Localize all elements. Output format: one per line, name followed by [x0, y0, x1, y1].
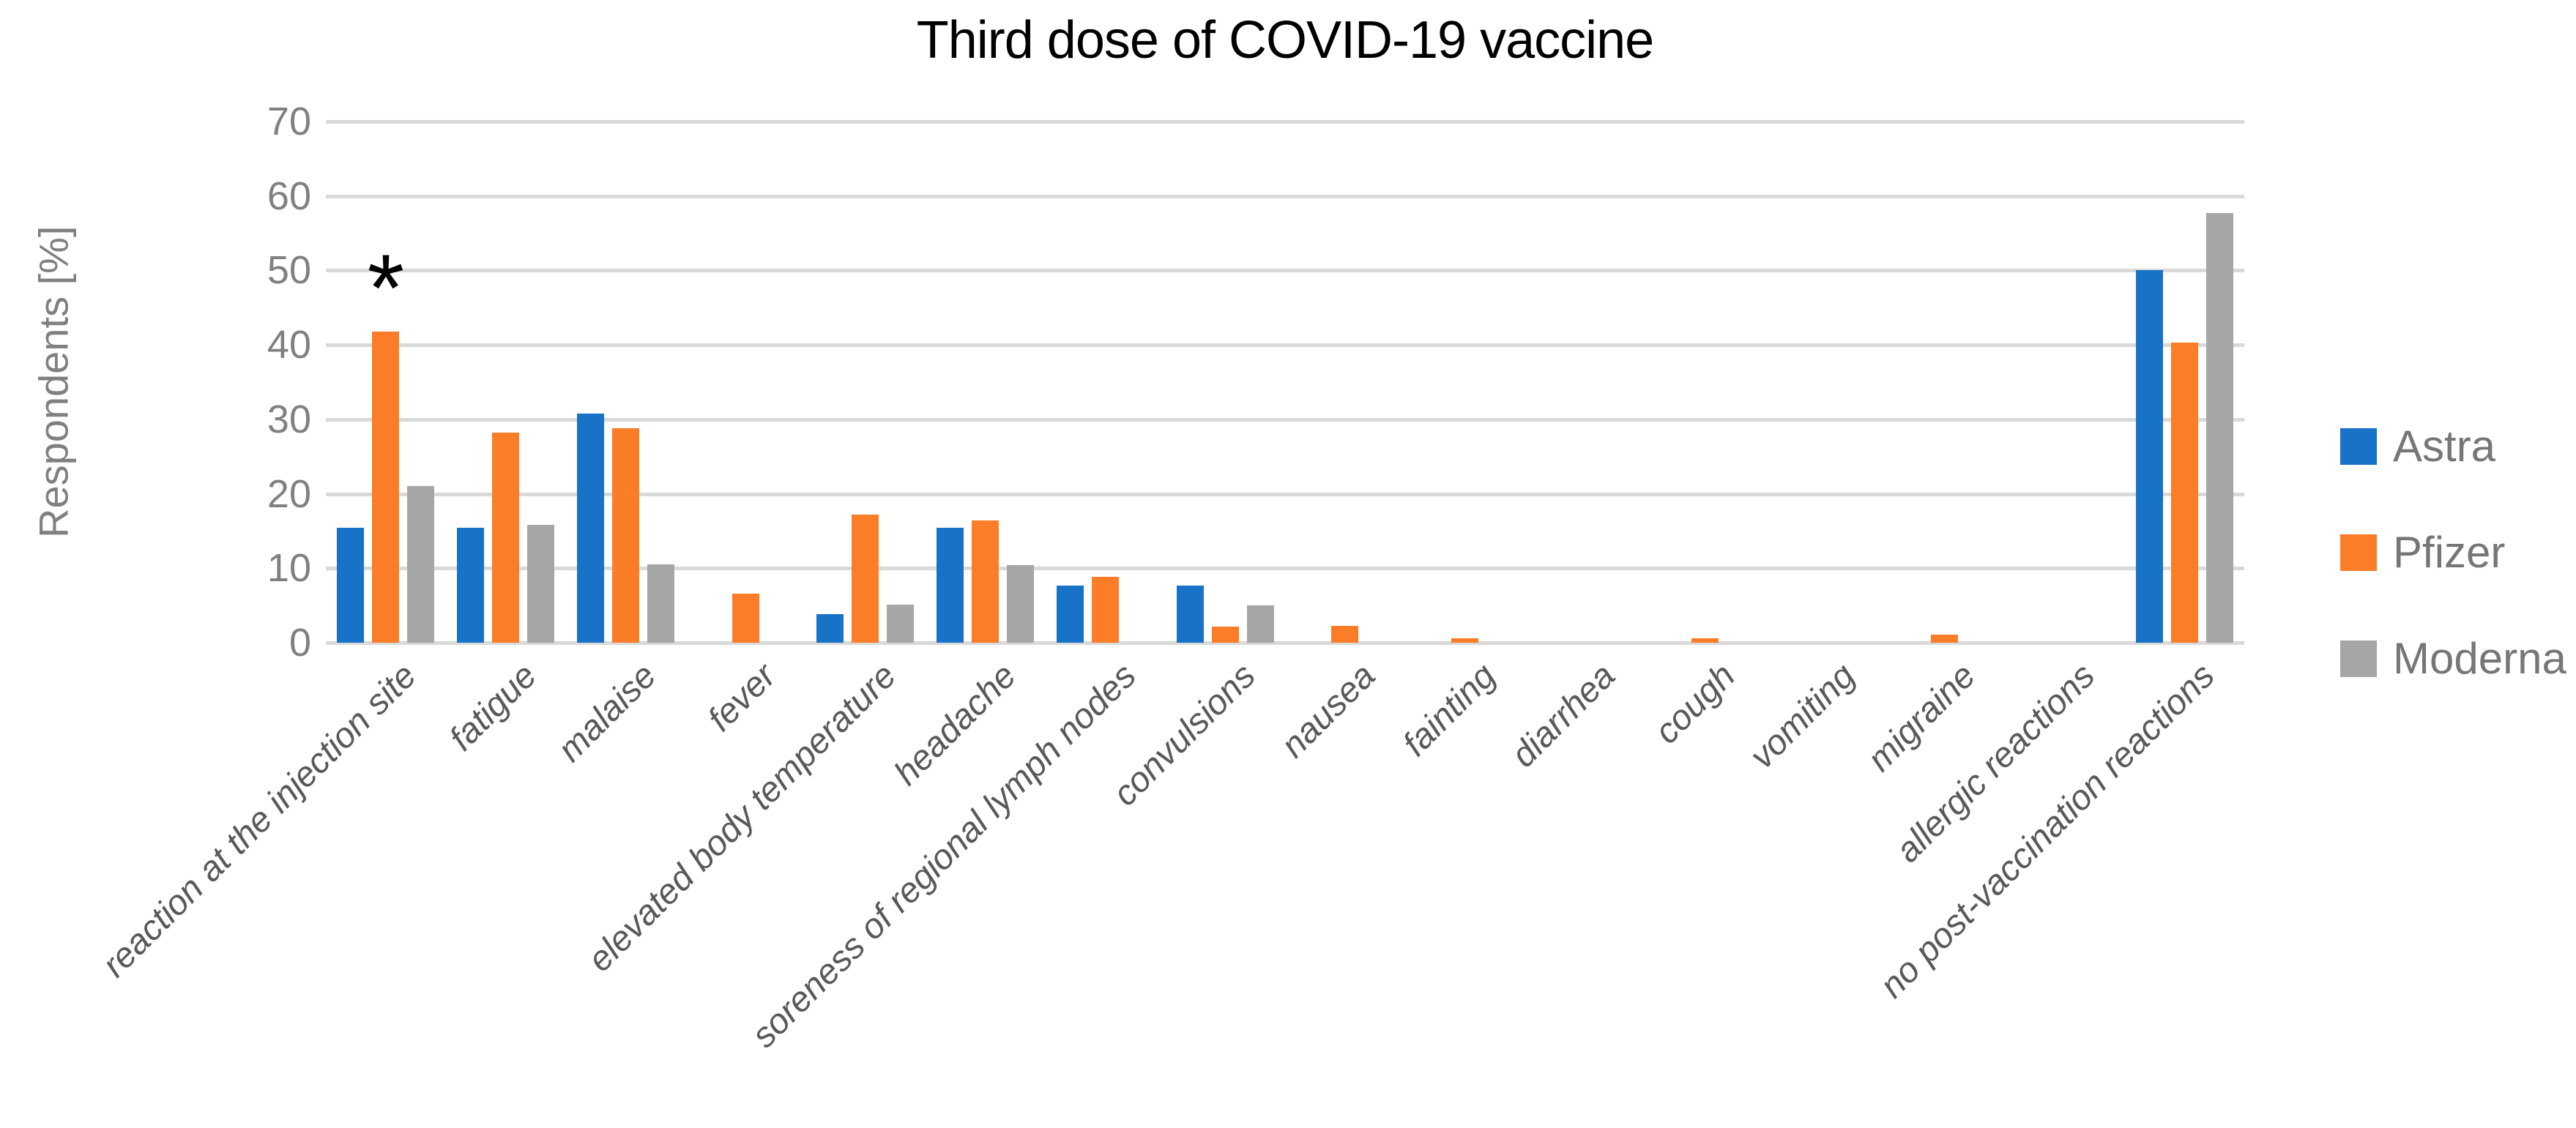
bar-astra-6: [937, 528, 964, 643]
bar-astra-1: [337, 528, 364, 643]
bar-pfizer-7: [1092, 577, 1119, 643]
bar-pfizer-5: [852, 515, 879, 643]
bar-moderna-5: [887, 605, 914, 643]
bar-pfizer-1: [372, 332, 399, 643]
bar-moderna-16: [2206, 213, 2233, 643]
gridline-y-40: [326, 343, 2244, 348]
bar-astra-8: [1177, 586, 1204, 643]
gridline-y-20: [326, 492, 2244, 496]
y-tick-label-70: 70: [267, 100, 311, 143]
bar-pfizer-16: [2171, 343, 2198, 643]
bar-moderna-2: [527, 525, 554, 643]
gridline-y-50: [326, 269, 2244, 273]
bar-astra-7: [1057, 586, 1084, 643]
bar-pfizer-8: [1212, 627, 1239, 643]
x-category-label-11: diarrhea: [1504, 656, 1623, 775]
bar-moderna-6: [1007, 565, 1034, 643]
legend-label-astra: Astra: [2393, 422, 2496, 471]
bar-pfizer-9: [1331, 626, 1358, 643]
gridline-y-10: [326, 567, 2244, 571]
bar-astra-16: [2136, 270, 2163, 643]
x-category-label-9: nausea: [1274, 656, 1383, 766]
y-tick-label-30: 30: [267, 397, 311, 441]
bar-pfizer-14: [1931, 635, 1958, 643]
significance-asterisk: *: [367, 234, 405, 341]
x-category-label-12: cough: [1648, 656, 1743, 752]
y-tick-label-40: 40: [267, 323, 311, 367]
bar-pfizer-2: [492, 433, 519, 643]
y-tick-label-0: 0: [289, 621, 311, 665]
bar-astra-3: [577, 414, 604, 643]
x-category-label-14: migraine: [1860, 656, 1983, 780]
chart-title: Third dose of COVID-19 vaccine: [916, 11, 1654, 70]
y-tick-label-60: 60: [267, 173, 311, 218]
legend-item-moderna: Moderna: [2340, 633, 2566, 684]
legend-swatch-moderna: [2340, 640, 2377, 677]
bar-astra-5: [816, 614, 844, 643]
x-category-label-13: vomiting: [1743, 656, 1863, 777]
y-tick-label-20: 20: [267, 471, 311, 516]
y-tick-label-50: 50: [267, 248, 311, 293]
x-category-label-10: fainting: [1395, 656, 1503, 764]
y-tick-label-10: 10: [267, 546, 311, 591]
bar-pfizer-3: [612, 428, 639, 643]
bar-moderna-8: [1247, 605, 1274, 643]
x-category-label-1: reaction at the injection site: [95, 656, 424, 985]
gridline-y-0: [326, 641, 2244, 645]
bar-moderna-1: [407, 486, 434, 643]
gridline-y-70: [326, 120, 2244, 124]
bar-pfizer-10: [1451, 638, 1478, 643]
gridline-y-60: [326, 194, 2244, 198]
bar-pfizer-12: [1691, 638, 1719, 643]
x-category-label-4: fever: [701, 656, 784, 739]
legend-item-astra: Astra: [2340, 421, 2495, 471]
legend-item-pfizer: Pfizer: [2340, 527, 2505, 578]
bar-pfizer-4: [732, 594, 759, 643]
legend-label-moderna: Moderna: [2393, 634, 2566, 683]
gridline-y-30: [326, 417, 2244, 422]
x-category-label-3: malaise: [551, 656, 664, 770]
legend-swatch-pfizer: [2340, 534, 2377, 571]
bar-pfizer-6: [972, 520, 999, 643]
legend-swatch-astra: [2340, 427, 2377, 465]
bar-astra-2: [457, 528, 484, 643]
bar-moderna-3: [647, 564, 674, 643]
x-category-label-2: fatigue: [442, 656, 544, 758]
legend-label-pfizer: Pfizer: [2393, 528, 2506, 577]
y-axis-title: Respondents [%]: [30, 225, 77, 539]
